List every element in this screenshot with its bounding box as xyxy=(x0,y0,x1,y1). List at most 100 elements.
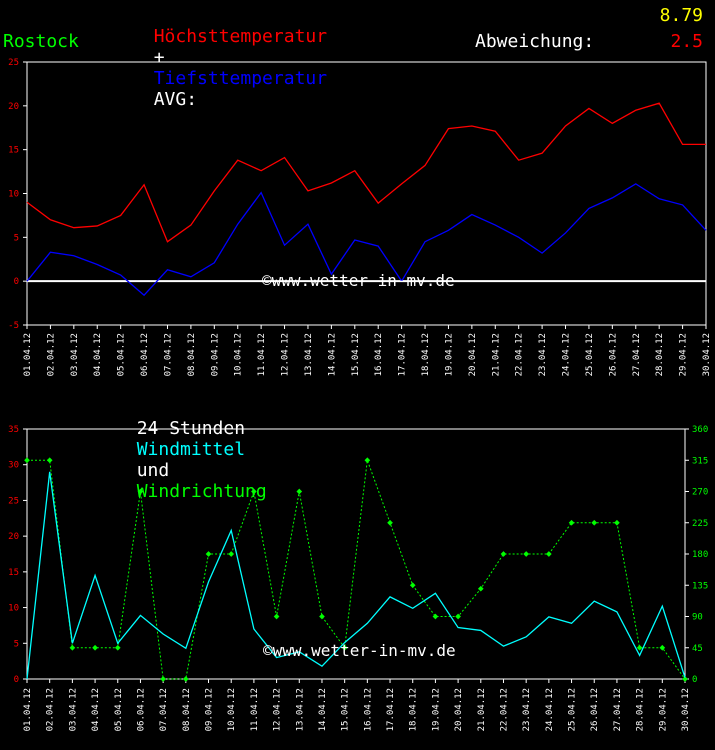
x-tick-label: 19.04.12 xyxy=(444,333,454,376)
x-tick-label: 15.04.12 xyxy=(341,688,351,731)
wind-direction-point xyxy=(387,519,393,526)
x-tick-label: 29.04.12 xyxy=(658,688,668,731)
x-tick-label: 16.04.12 xyxy=(374,333,384,376)
y-tick-label: -5 xyxy=(8,321,19,331)
y2-tick-label: 0 xyxy=(692,675,697,685)
x-tick-label: 14.04.12 xyxy=(327,333,337,376)
x-tick-label: 03.04.12 xyxy=(68,688,78,731)
wind-direction-point xyxy=(659,644,666,651)
wind-chart: 0 5 10 15 20 25 30 35 0 45 90 135 180 225 270 315 360 01.… xyxy=(8,425,708,731)
x-tick-label: 13.04.12 xyxy=(304,333,314,376)
y2-tick-label: 45 xyxy=(692,644,703,654)
wind-direction-point xyxy=(546,551,552,557)
avg-value: 8.79 xyxy=(659,5,703,26)
series-line-wind-direction xyxy=(27,459,686,680)
x-tick-label: 07.04.12 xyxy=(159,688,169,731)
x-tick-label: 28.04.12 xyxy=(636,688,646,731)
y-tick-label: 25 xyxy=(8,58,19,68)
x-tick-label: 21.04.12 xyxy=(477,688,487,731)
y-tick-label: 35 xyxy=(8,425,19,435)
y2-tick-label: 360 xyxy=(692,425,708,435)
x-tick-label: 10.04.12 xyxy=(227,688,237,731)
wind-direction-point xyxy=(614,519,620,526)
wind-direction-point xyxy=(568,519,575,526)
x-tick-label: 05.04.12 xyxy=(117,333,127,376)
x-tick-label: 22.04.12 xyxy=(515,333,525,376)
series-line-wind-mean xyxy=(26,471,686,680)
y-tick-label: 15 xyxy=(8,146,19,156)
x-tick-label: 04.04.12 xyxy=(91,688,101,731)
wind-direction-point xyxy=(432,613,439,620)
wind-direction-point xyxy=(455,613,461,620)
x-tick-label: 02.04.12 xyxy=(46,333,56,376)
wind-direction-point xyxy=(500,551,507,557)
watermark: ©www.wetter-in-mv.de xyxy=(263,641,456,660)
wind-title-mean: Windmittel xyxy=(136,439,246,460)
x-tick-label: 21.04.12 xyxy=(491,333,501,376)
y-tick-label: 30 xyxy=(8,461,19,471)
deviation-label: Abweichung: xyxy=(475,31,595,52)
x-tick-label: 04.04.12 xyxy=(93,333,103,376)
wind-direction-point xyxy=(591,519,598,526)
wind-direction-point xyxy=(523,551,530,557)
x-tick-label: 22.04.12 xyxy=(499,688,509,731)
chart-title-temperature: Höchsttemperatur + Tiefsttemperatur AVG: xyxy=(132,5,327,110)
wind-direction-point xyxy=(69,644,76,651)
wind-direction-point xyxy=(319,613,325,620)
x-tick-label: 11.04.12 xyxy=(250,688,260,731)
x-tick-label: 02.04.12 xyxy=(46,688,56,731)
y2-tick-label: 135 xyxy=(692,581,708,591)
x-tick-label: 08.04.12 xyxy=(182,688,192,731)
x-tick-label: 01.04.12 xyxy=(23,688,33,731)
series-line-low xyxy=(26,183,707,297)
series-line-high xyxy=(26,102,706,243)
wind-direction-point xyxy=(114,644,121,651)
x-tick-label: 12.04.12 xyxy=(273,688,283,731)
y-tick-label: 15 xyxy=(8,568,19,578)
y-tick-label: 10 xyxy=(8,604,19,614)
y2-tick-label: 225 xyxy=(692,519,708,529)
y-tick-label: 5 xyxy=(14,639,19,649)
wind-direction-point xyxy=(46,457,53,464)
wind-direction-point xyxy=(205,551,212,557)
wind-direction-point xyxy=(92,644,98,651)
x-tick-label: 27.04.12 xyxy=(632,333,642,376)
x-tick-label: 19.04.12 xyxy=(431,688,441,731)
x-tick-label: 26.04.12 xyxy=(590,688,600,731)
y-tick-label: 0 xyxy=(14,277,19,287)
y2-tick-label: 180 xyxy=(692,550,708,560)
x-tick-label: 30.04.12 xyxy=(702,333,712,376)
wind-direction-point xyxy=(296,488,303,495)
title-low: Tiefsttemperatur xyxy=(153,68,328,89)
x-tick-label: 06.04.12 xyxy=(136,688,146,731)
x-tick-label: 12.04.12 xyxy=(281,333,291,376)
x-tick-label: 08.04.12 xyxy=(187,333,197,376)
wind-direction-point xyxy=(477,585,484,592)
y-tick-label: 20 xyxy=(8,102,19,112)
wind-direction-point xyxy=(228,551,235,557)
watermark: ©www.wetter-in-mv.de xyxy=(262,271,455,290)
y-tick-label: 10 xyxy=(8,190,19,200)
temperature-chart: -5 0 5 10 15 20 25 01.04.12 02.04.12 03.04.12 04.0… xyxy=(8,58,712,376)
wind-direction-point xyxy=(137,488,144,495)
avg-label: AVG: xyxy=(153,89,198,110)
wind-direction-point xyxy=(364,457,371,464)
x-tick-label: 20.04.12 xyxy=(454,688,464,731)
y2-tick-label: 270 xyxy=(692,488,708,498)
wind-title-dir: Windrichtung xyxy=(136,481,267,502)
wind-direction-point xyxy=(409,582,416,589)
y-tick-label: 20 xyxy=(8,532,19,542)
y-tick-label: 0 xyxy=(14,675,19,685)
x-tick-label: 18.04.12 xyxy=(421,333,431,376)
x-tick-label: 30.04.12 xyxy=(681,688,691,731)
deviation-value: 2.5 xyxy=(670,31,703,52)
x-tick-label: 07.04.12 xyxy=(163,333,173,376)
x-tick-label: 18.04.12 xyxy=(409,688,419,731)
y2-tick-label: 315 xyxy=(692,456,708,466)
wind-direction-point xyxy=(182,676,189,682)
wind-direction-point xyxy=(682,676,688,682)
x-tick-label: 09.04.12 xyxy=(205,688,215,731)
x-tick-label: 29.04.12 xyxy=(679,333,689,376)
y-tick-label: 5 xyxy=(14,233,19,243)
x-tick-label: 11.04.12 xyxy=(257,333,267,376)
